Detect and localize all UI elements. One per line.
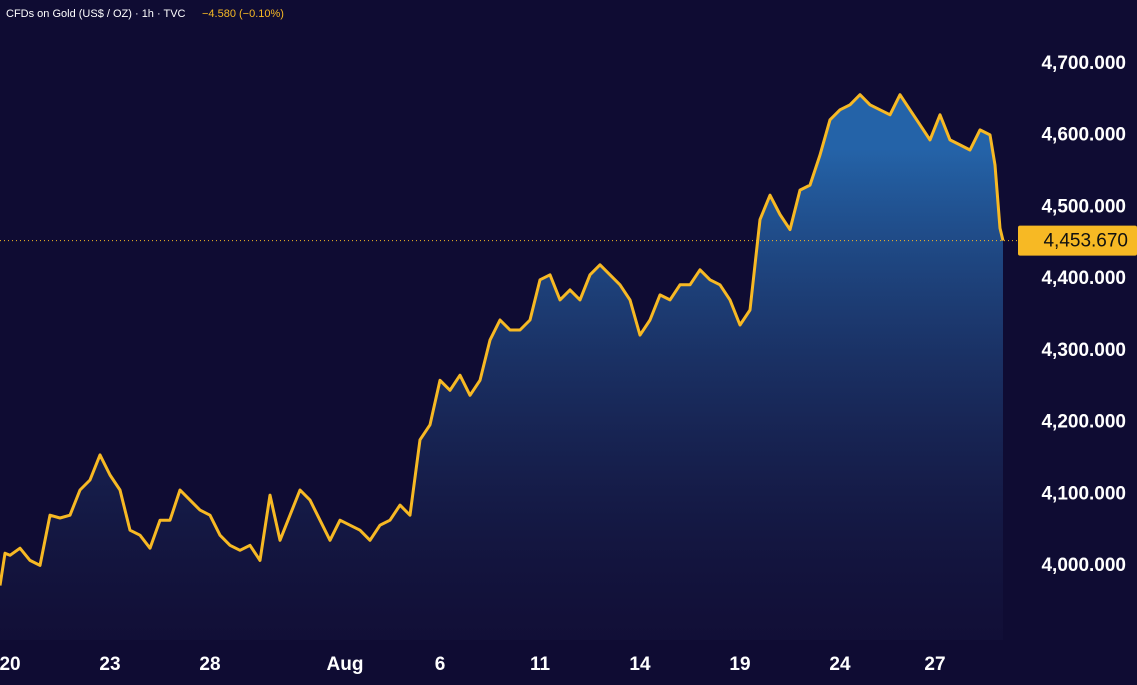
x-tick-label: 14 — [629, 654, 651, 675]
x-tick-label: 27 — [924, 654, 945, 675]
y-tick-label: 4,100.000 — [1041, 483, 1126, 504]
last-price-label: 4,453.670 — [1043, 231, 1128, 252]
last-price-box — [1018, 225, 1137, 256]
x-tick-label: Aug — [327, 654, 364, 675]
y-tick-label: 4,700.000 — [1041, 53, 1126, 74]
x-tick-label: 19 — [729, 654, 750, 675]
x-tick-label: 24 — [829, 654, 851, 675]
x-tick-label: 23 — [99, 654, 120, 675]
change-label: −4.580 (−0.10%) — [202, 8, 284, 20]
y-tick-label: 4,200.000 — [1041, 412, 1126, 433]
y-tick-label: 4,500.000 — [1041, 196, 1126, 217]
y-tick-label: 4,300.000 — [1041, 340, 1126, 361]
x-tick-label: 6 — [435, 654, 446, 675]
y-tick-label: 4,400.000 — [1041, 268, 1126, 289]
y-tick-label: 4,000.000 — [1041, 555, 1126, 576]
chart-title: CFDs on Gold (US$ / OZ) · 1h · TVC — [6, 8, 186, 20]
x-tick-label: 11 — [530, 654, 551, 675]
x-tick-label: 28 — [199, 654, 220, 675]
y-tick-label: 4,600.000 — [1041, 125, 1126, 146]
x-tick-label: 20 — [0, 654, 21, 675]
price-line — [0, 93, 1005, 586]
area-fill — [0, 94, 1003, 640]
